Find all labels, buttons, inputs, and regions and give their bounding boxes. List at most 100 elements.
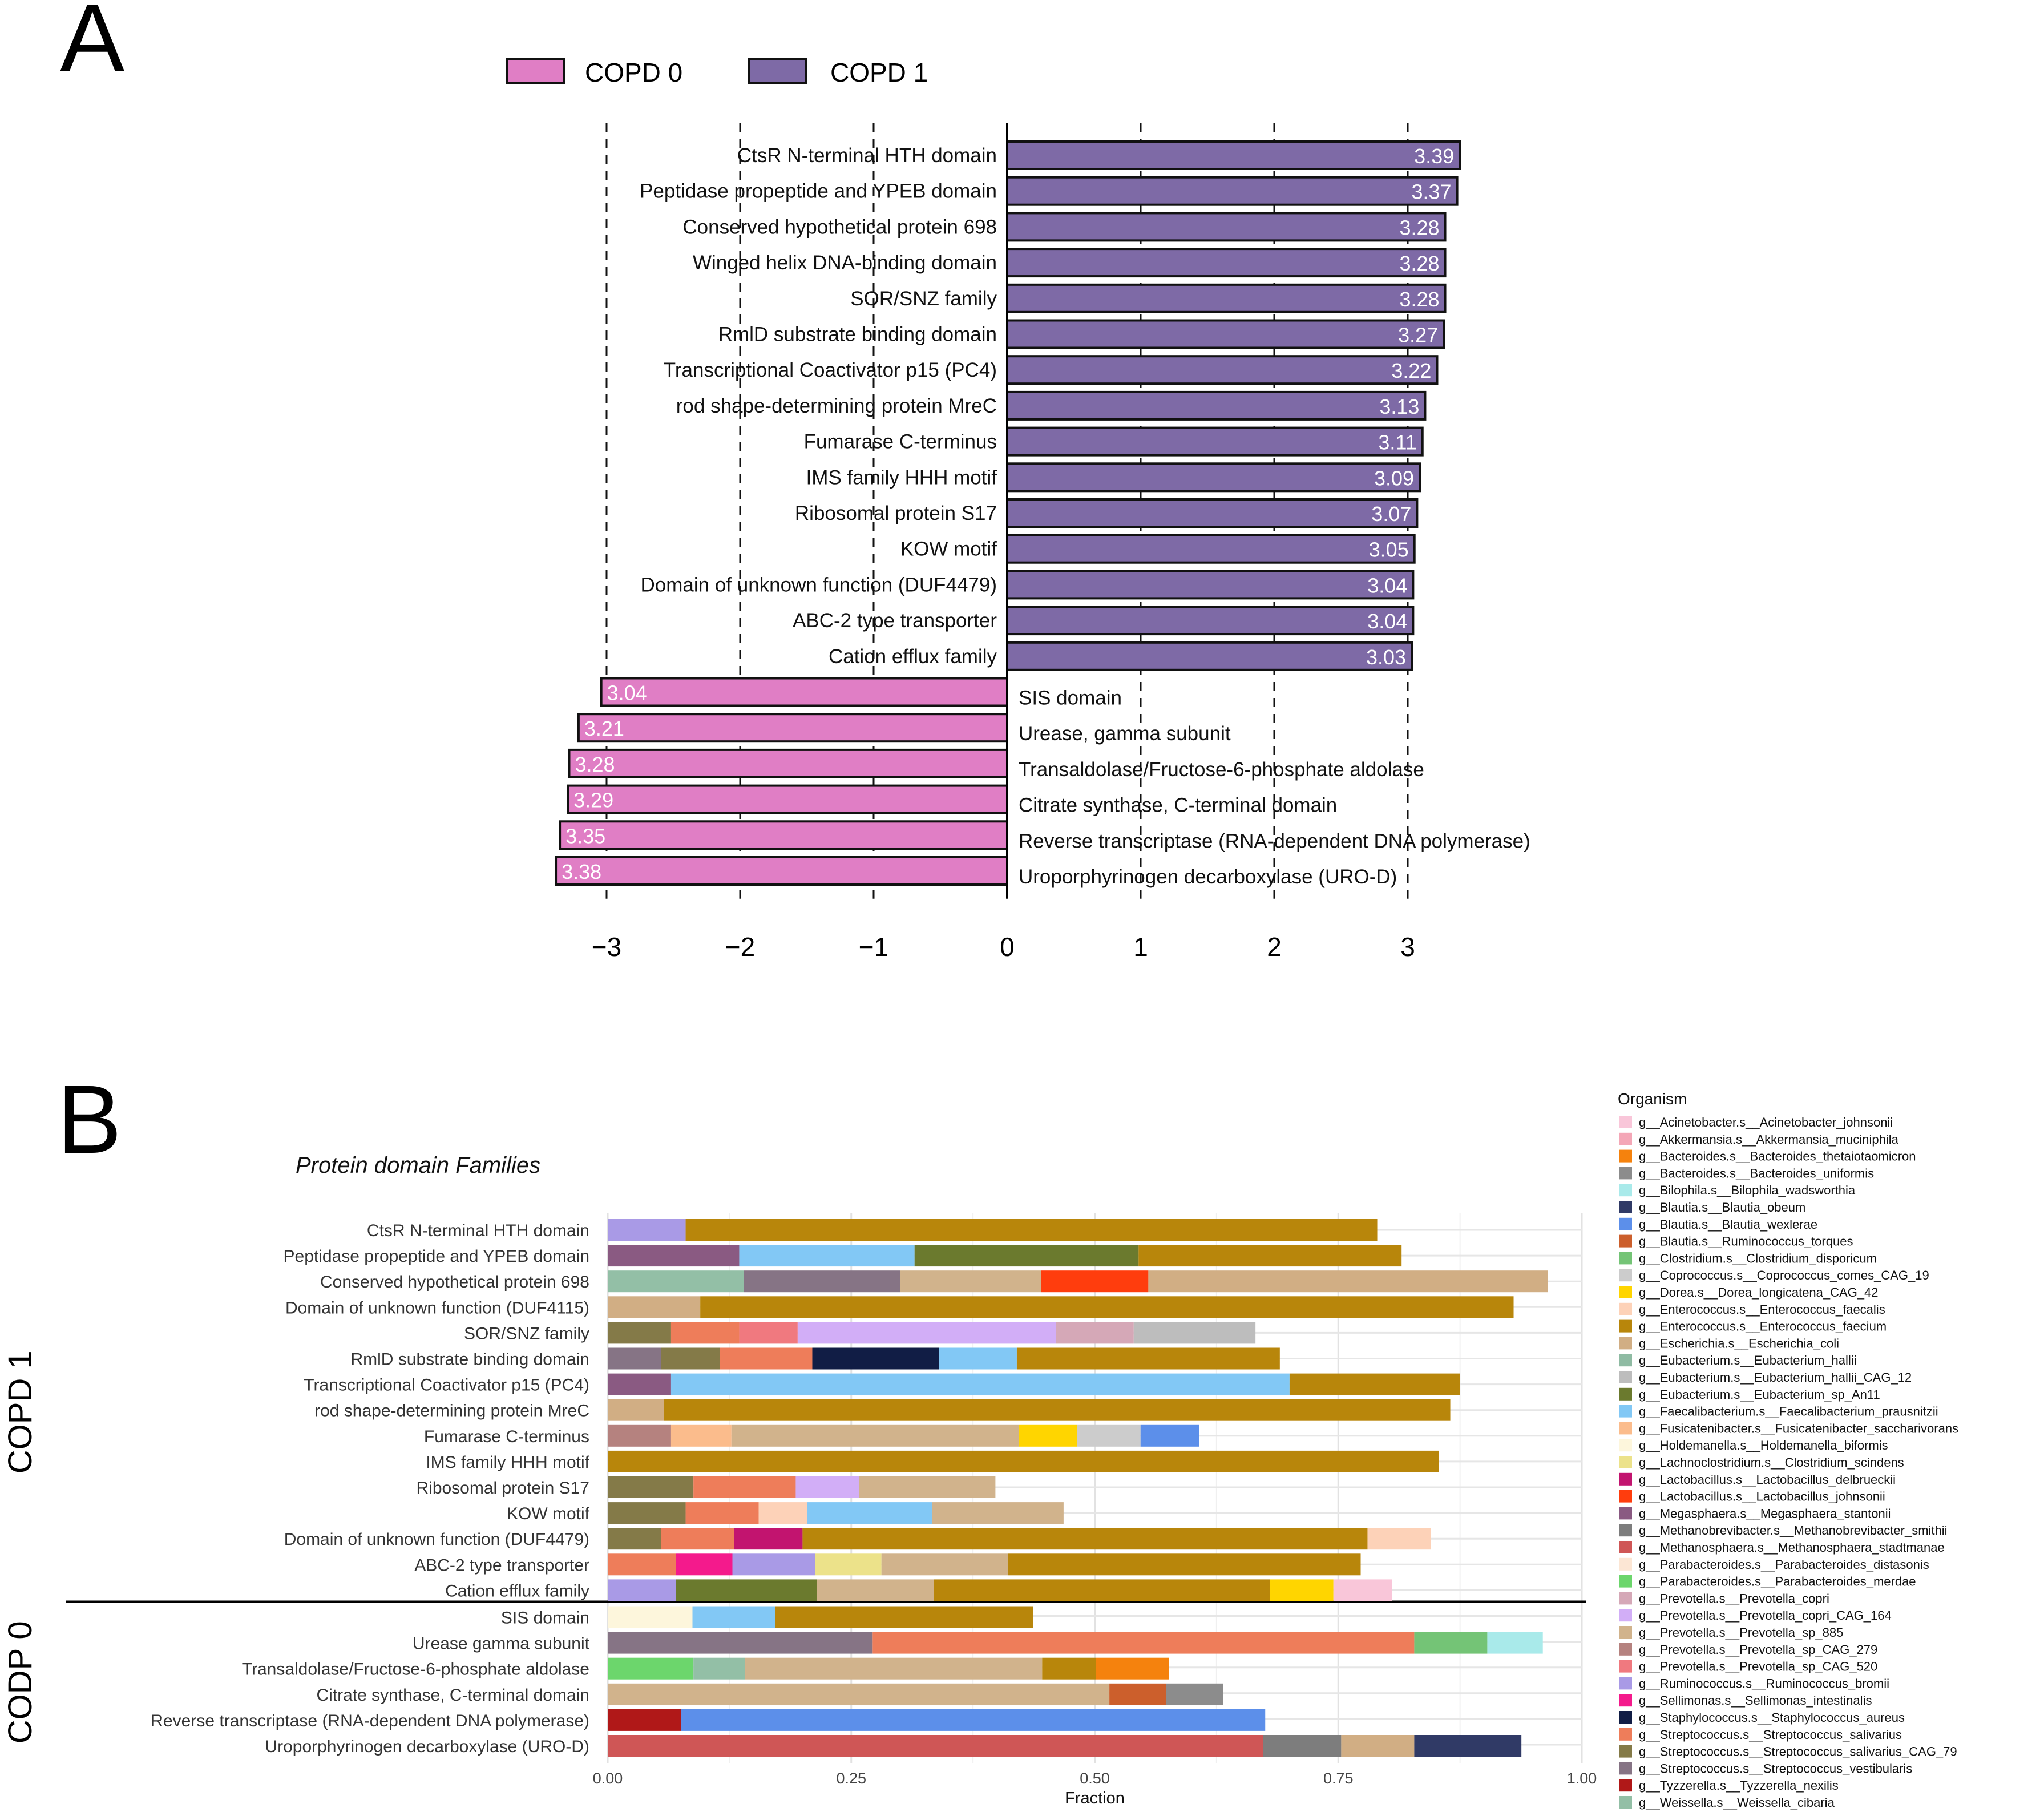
legend-entry-b: g__Parabacteroides.s__Parabacteroides_me… [1639, 1575, 1916, 1589]
legend-entry-b: g__Blautia.s__Blautia_obeum [1639, 1200, 1805, 1214]
row-label-b: Urease gamma subunit [413, 1635, 590, 1653]
value-label-a: 3.04 [1367, 574, 1407, 597]
stack-segment-b [670, 1373, 1290, 1395]
legend-entry-b: g__Holdemanella.s__Holdemanella_biformis [1639, 1438, 1888, 1452]
legend-swatch-b [1619, 1507, 1632, 1520]
x-tick-label-a: 0 [1000, 932, 1015, 962]
value-label-a: 3.37 [1412, 180, 1452, 204]
bar-a [1006, 212, 1447, 242]
legend-entry-b: g__Enterococcus.s__Enterococcus_faecium [1639, 1319, 1887, 1334]
x-tick-label-a: 1 [1133, 932, 1148, 962]
legend-swatch-b [1619, 1302, 1632, 1315]
stack-segment-b [758, 1502, 807, 1524]
x-tick-label-a: −3 [592, 932, 621, 962]
value-label-a: 3.03 [1366, 645, 1406, 669]
legend-swatch-b [1619, 1201, 1632, 1213]
legend-entry-b: g__Prevotella.s__Prevotella_copri [1639, 1591, 1829, 1605]
stack-segment-b [661, 1347, 720, 1370]
stack-segment-b [745, 1657, 1043, 1680]
category-label-a: Domain of unknown function (DUF4479) [641, 574, 997, 596]
stack-segment-b [670, 1322, 740, 1344]
legend-swatch-b [1619, 1149, 1632, 1163]
value-label-a: 3.29 [573, 789, 613, 812]
legend-swatch-b [1619, 1728, 1632, 1741]
row-label-b: Citrate synthase, C-terminal domain [316, 1686, 589, 1705]
x-tick-label-b: 0.25 [836, 1770, 866, 1787]
legend-swatch-b [1619, 1184, 1632, 1197]
bar-a [1006, 426, 1424, 457]
stack-segment-b [608, 1296, 701, 1318]
legend-entry-b: g__Eubacterium.s__Eubacterium_sp_An11 [1639, 1387, 1880, 1402]
row-label-b: IMS family HHH motif [426, 1453, 589, 1472]
stack-segment-b [802, 1528, 1368, 1550]
bar-a [555, 856, 1008, 886]
stack-segment-b [1148, 1270, 1548, 1293]
stack-segment-b [676, 1579, 818, 1601]
stack-segment-b [872, 1632, 1415, 1654]
legend-entry-b: g__Weissella.s__Weissella_cibaria [1639, 1795, 1835, 1810]
stack-segment-b [744, 1270, 900, 1293]
legend-entry-b: g__Ruminococcus.s__Ruminococcus_bromii [1639, 1676, 1889, 1690]
legend-swatch-b [1619, 1660, 1632, 1673]
legend-swatch-b [1619, 1116, 1632, 1128]
legend-entry-b: g__Blautia.s__Ruminococcus_torques [1639, 1234, 1853, 1249]
stack-segment-b [934, 1579, 1270, 1601]
row-label-b: Uroporphyrinogen decarboxylase (URO-D) [265, 1737, 589, 1756]
stack-segment-b [608, 1347, 661, 1370]
legend-a: COPD 0 COPD 1 [506, 58, 928, 87]
legend-entry-b: g__Prevotella.s__Prevotella_sp_CAG_279 [1639, 1643, 1877, 1657]
legend-label-copd0: COPD 0 [585, 58, 682, 87]
stack-segment-b [608, 1476, 694, 1498]
value-label-a: 3.04 [1367, 610, 1407, 633]
stack-segment-b [608, 1632, 873, 1654]
stack-segment-b [739, 1322, 798, 1344]
value-label-a: 3.04 [607, 681, 647, 705]
legend-swatch-b [1619, 1217, 1632, 1230]
value-label-a: 3.21 [584, 717, 624, 740]
row-label-b: Conserved hypothetical protein 698 [320, 1273, 589, 1292]
category-label-a: SOR/SNZ family [850, 288, 997, 310]
stack-segment-b [1056, 1322, 1134, 1344]
bar-a [567, 784, 1008, 814]
row-label-b: Cation efflux family [445, 1581, 589, 1600]
legend-entry-b: g__Escherichia.s__Escherichia_coli [1639, 1336, 1839, 1350]
legend-entry-b: g__Streptococcus.s__Streptococcus_saliva… [1639, 1745, 1957, 1759]
stack-segment-b [685, 1219, 1378, 1241]
stack-segment-b [795, 1476, 859, 1498]
stack-segment-b [1109, 1683, 1166, 1705]
row-label-b: rod shape-determining protein MreC [314, 1402, 589, 1420]
bar-a [1006, 176, 1459, 206]
value-label-a: 3.07 [1371, 502, 1411, 526]
legend-swatch-b [1619, 1319, 1632, 1333]
x-tick-label-a: 2 [1267, 932, 1282, 962]
row-label-b: Domain of unknown function (DUF4115) [285, 1298, 589, 1317]
stack-segment-b [732, 1553, 815, 1576]
stack-segment-b [608, 1399, 665, 1421]
category-label-a: Ribosomal protein S17 [795, 502, 997, 524]
x-tick-label-a: −1 [859, 932, 888, 962]
bar-a [1006, 570, 1415, 600]
legend-swatch-b [1619, 1286, 1632, 1298]
stack-segment-b [608, 1322, 671, 1344]
legend-entry-b: g__Fusicatenibacter.s__Fusicatenibacter_… [1639, 1421, 1958, 1435]
stack-segment-b [1333, 1579, 1392, 1601]
category-label-a: Transaldolase/Fructose-6-phosphate aldol… [1019, 758, 1424, 781]
stack-segment-b [807, 1502, 932, 1524]
stack-segment-b [731, 1424, 1019, 1447]
legend-swatch-b [1619, 1371, 1632, 1383]
value-label-a: 3.39 [1414, 144, 1454, 168]
legend-entry-b: g__Dorea.s__Dorea_longicatena_CAG_42 [1639, 1285, 1879, 1300]
bar-a [568, 748, 1008, 778]
legend-entry-b: g__Faecalibacterium.s__Faecalibacterium_… [1639, 1405, 1938, 1419]
legend-swatch-b [1619, 1762, 1632, 1775]
legend-entry-b: g__Lachnoclostridium.s__Clostridium_scin… [1639, 1455, 1904, 1470]
legend-entry-b: g__Tyzzerella.s__Tyzzerella_nexilis [1639, 1778, 1839, 1793]
legend-entry-b: g__Akkermansia.s__Akkermansia_muciniphil… [1639, 1132, 1899, 1147]
bar-a [1006, 641, 1413, 671]
value-label-a: 3.27 [1398, 324, 1438, 347]
category-label-a: Uroporphyrinogen decarboxylase (URO-D) [1019, 866, 1397, 888]
stack-segment-b [1019, 1424, 1077, 1447]
legend-entry-b: g__Eubacterium.s__Eubacterium_hallii_CAG… [1639, 1370, 1912, 1385]
stack-segment-b [739, 1245, 915, 1267]
